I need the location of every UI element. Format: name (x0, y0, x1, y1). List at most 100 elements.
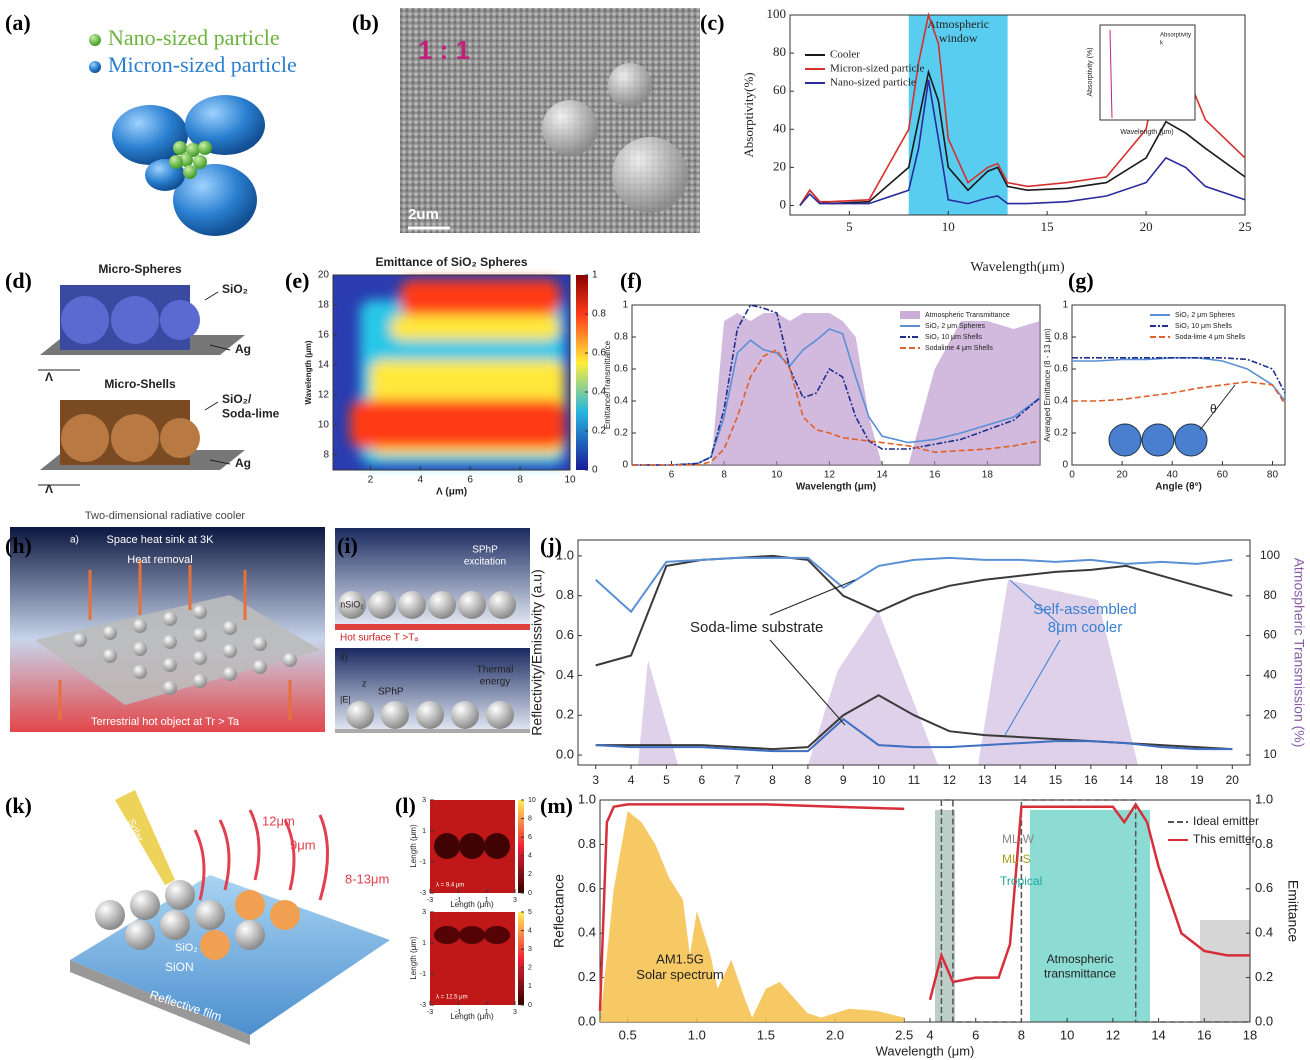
label: Ag (235, 456, 251, 470)
x-tick-label: 60 (1217, 470, 1229, 481)
y2-tick-label: 20 (1263, 707, 1277, 721)
y-tick-label: 100 (767, 6, 787, 21)
x-tick-label: 14 (877, 470, 889, 481)
y2-tick-label: 0.6 (1255, 880, 1273, 895)
label: window (939, 31, 978, 45)
y2-tick-label: 60 (1263, 628, 1277, 642)
particle-illustration (89, 34, 265, 236)
x-tick-label: 40 (1167, 470, 1179, 481)
label: SPhP (378, 687, 404, 698)
y-tick-label: 16 (318, 330, 330, 341)
label: Wavelength(μm) (970, 260, 1065, 275)
label: Emittance of SiO₂ Spheres (375, 255, 527, 269)
label: SiO₂/ (222, 392, 252, 406)
x-tick-label: 1.5 (757, 1027, 775, 1042)
x-tick-label: -1 (455, 1009, 461, 1016)
label: Micro-Spheres (98, 262, 182, 276)
label: Solar spectrum (636, 967, 723, 982)
label: 12μm (262, 813, 295, 828)
panel-label: (j) (540, 533, 562, 558)
y2-tick-label: 4 (528, 853, 532, 860)
sphp-illustration (335, 528, 530, 733)
y2-tick-label: 0.4 (1255, 925, 1273, 940)
y2-tick-label: 0 (528, 890, 532, 897)
label: Emittance (1285, 880, 1301, 942)
y-tick-label: 20 (773, 158, 786, 173)
label: Hot surface T >Tₐ (340, 633, 418, 644)
panel-label: (l) (395, 793, 416, 818)
y2-tick-label: 0.2 (1255, 969, 1273, 984)
sphere-icon (1141, 423, 1175, 457)
y-tick-label: 0.4 (1054, 396, 1068, 407)
label: Wavelength (μm) (1120, 129, 1173, 136)
series-line (799, 79, 1246, 207)
y2-tick-label: 3 (528, 946, 532, 953)
y-tick-label: -1 (420, 859, 426, 866)
x-tick-label: 7 (734, 773, 741, 787)
label: Angle (θ°) (1155, 482, 1202, 493)
x-tick-label: 1 (485, 1009, 489, 1016)
label: Reflectance (551, 874, 567, 948)
y-tick-label: 0.8 (556, 587, 574, 602)
label: Length (μm) (450, 1012, 494, 1021)
x-tick-label: 20 (1226, 773, 1240, 787)
x-tick-label: 8 (1018, 1027, 1025, 1042)
panel-label: (b) (352, 10, 379, 35)
x-tick-label: 10 (771, 470, 783, 481)
panel-label: (h) (5, 533, 32, 558)
y2-tick-label: 0.8 (1255, 836, 1273, 851)
label: |E| (340, 694, 351, 704)
label: 8-13μm (345, 871, 389, 886)
label: Length (μm) (409, 936, 418, 980)
legend-label: SiO₂ 10 μm Shells (1175, 323, 1232, 330)
label: z (362, 678, 367, 688)
label: ML-W (1002, 832, 1035, 846)
panel-label: (m) (540, 793, 573, 818)
x-tick-label: 8 (517, 475, 523, 486)
heat-blobs (350, 280, 565, 465)
y-tick-label: 0.2 (578, 969, 596, 984)
label: energy (480, 677, 511, 688)
y2-tick-label: 0.8 (592, 309, 606, 320)
label: Heat removal (127, 554, 192, 566)
y-tick-label: 1 (1062, 300, 1068, 311)
panel-label: (i) (337, 533, 358, 558)
sphere-icon (1174, 423, 1208, 457)
label: Averaged Emittance (8 - 13 μm) (1043, 328, 1052, 442)
y-tick-label: 3 (422, 909, 426, 916)
x-tick-label: 1 (485, 897, 489, 904)
legend-label: Ideal emitter (1193, 814, 1259, 828)
y-tick-label: 1.0 (578, 791, 596, 806)
y2-tick-label: 0.2 (592, 426, 606, 437)
label: Wavelength (μm) (876, 1043, 975, 1058)
y-tick-label: 8 (323, 450, 329, 461)
label: Absorptivity(%) (741, 72, 756, 157)
series-line (632, 304, 1041, 466)
x-tick-label: 25 (1239, 219, 1252, 234)
legend-label: Soda-lime 4 μm Shells (1175, 334, 1246, 341)
x-tick-label: 8 (721, 470, 727, 481)
y-tick-label: 0.4 (614, 396, 628, 407)
legend-label: Atmospheric Transmittance (925, 312, 1010, 319)
x-tick-label: 2 (368, 475, 374, 486)
label: 9μm (290, 837, 316, 852)
arrow (1004, 639, 1061, 736)
series-line (595, 717, 1233, 753)
y-tick-label: 18 (318, 300, 330, 311)
label: Absorptivity (%) (1087, 47, 1094, 96)
label: Self-assembled (1033, 601, 1136, 618)
panel-label: (f) (620, 268, 642, 293)
x-tick-label: 16 (929, 470, 941, 481)
y-tick-label: 0.6 (1054, 364, 1068, 375)
series-line (928, 802, 1250, 1001)
cooler-illustration (10, 527, 325, 732)
y2-tick-label: 10 (1263, 747, 1277, 761)
emitter-illustration (70, 790, 390, 1045)
series-line (1072, 380, 1286, 405)
label: Atmospheric (1047, 952, 1114, 966)
x-tick-label: -3 (427, 897, 433, 904)
y-tick-label: 0.0 (556, 746, 574, 761)
label: Wavelength (μm) (304, 340, 313, 404)
label: Tropical (1000, 874, 1042, 888)
y-tick-label: 0.2 (614, 428, 628, 439)
